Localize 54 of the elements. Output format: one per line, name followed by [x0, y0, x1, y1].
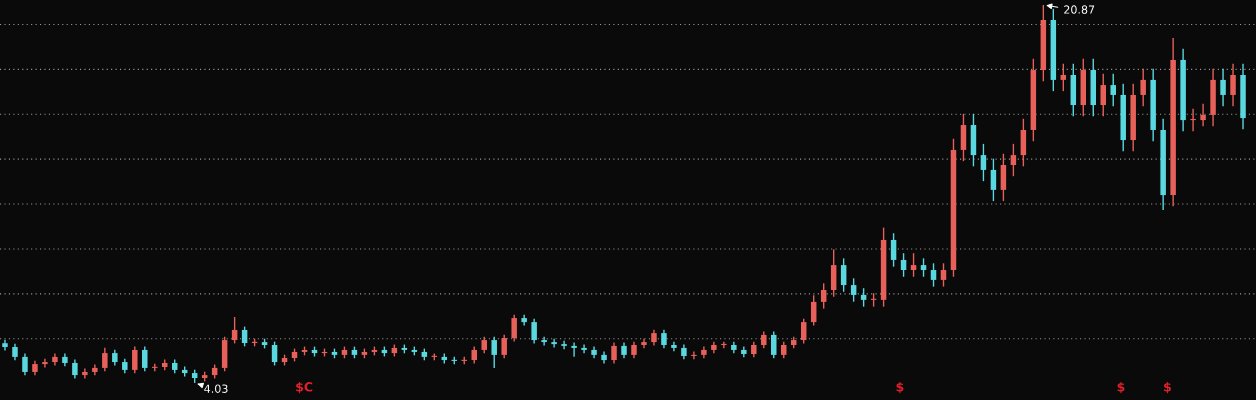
- candlestick: [850, 277, 857, 303]
- candlestick: [581, 343, 587, 355]
- annotation: $: [896, 381, 904, 394]
- candlestick: [800, 318, 807, 345]
- candlestick: [22, 352, 28, 377]
- candlestick: [72, 358, 78, 380]
- candlestick: [1010, 143, 1017, 177]
- candlestick: [102, 347, 108, 372]
- candlestick: [1230, 63, 1236, 107]
- candlestick: [671, 340, 677, 352]
- candlestick: [771, 330, 777, 359]
- candlestick: [910, 252, 917, 278]
- candlestick: [641, 338, 647, 350]
- candlestick: [980, 143, 987, 182]
- annotation: 20.87: [1064, 5, 1095, 14]
- candlestick: [531, 318, 537, 345]
- candlestick: [691, 350, 697, 361]
- annotation: 4.03: [204, 384, 228, 393]
- candlestick: [1190, 108, 1196, 133]
- candlestick: [132, 345, 138, 374]
- candlestick: [661, 329, 667, 350]
- candlestick: [721, 340, 727, 350]
- candlestick: [271, 340, 278, 367]
- annotation: $: [1164, 381, 1171, 394]
- candlestick: [501, 333, 507, 359]
- candlestick: [231, 316, 238, 345]
- candlestick: [990, 158, 997, 202]
- candlestick: [611, 341, 617, 365]
- candlestick: [42, 358, 48, 369]
- candlestick: [561, 340, 567, 350]
- candlestick: [930, 262, 937, 288]
- annotation: $C: [296, 381, 313, 394]
- candlestick: [1060, 63, 1067, 92]
- candlestick: [1220, 67, 1226, 107]
- candlestick: [1100, 73, 1106, 117]
- candlestick: [820, 282, 827, 310]
- candlestick: [511, 314, 517, 343]
- candlestick: [142, 345, 148, 372]
- candlestick: [940, 262, 947, 288]
- candlestick: [920, 257, 927, 278]
- candlestick: [241, 325, 248, 348]
- annotation: $: [1117, 381, 1125, 394]
- candlestick: [1110, 73, 1116, 107]
- candlestick: [860, 287, 867, 308]
- candlestick: [571, 341, 577, 358]
- candlestick: [491, 336, 497, 369]
- candlestick: [840, 257, 847, 293]
- candlestick: [810, 294, 817, 327]
- candlestick: [900, 252, 907, 278]
- candlestick: [551, 338, 557, 349]
- candlestick: [1200, 103, 1206, 127]
- candlestick: [541, 336, 547, 347]
- candlestick: [1140, 67, 1146, 107]
- candlestick: [890, 232, 897, 268]
